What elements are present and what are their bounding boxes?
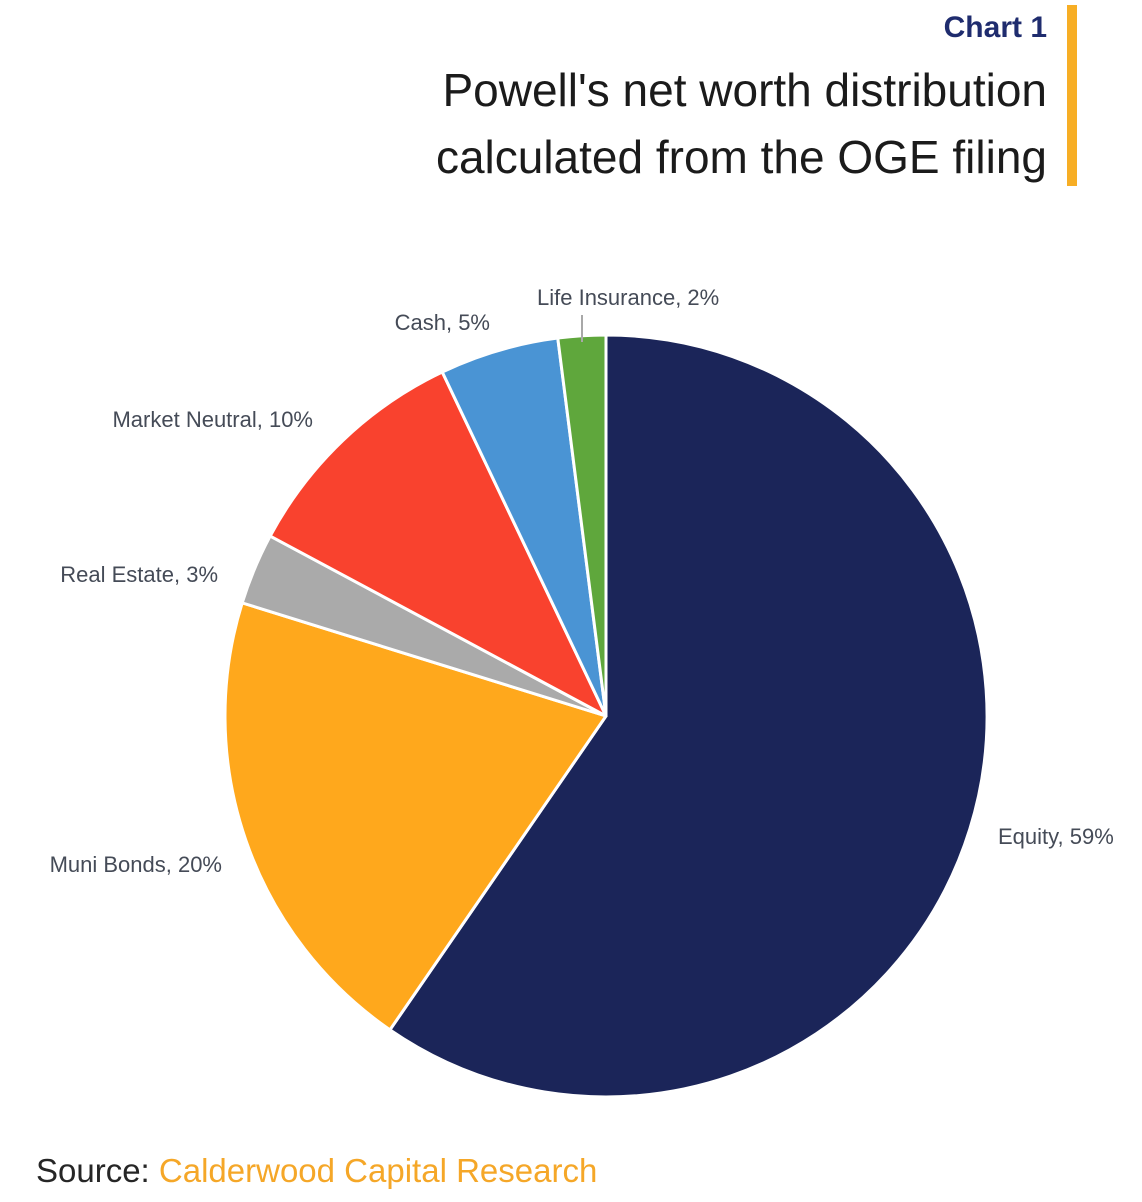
slice-label-market-neutral: Market Neutral, 10%: [112, 407, 313, 432]
slice-label-muni-bonds: Muni Bonds, 20%: [49, 852, 222, 877]
slice-label-cash: Cash, 5%: [394, 310, 490, 335]
source-name: Calderwood Capital Research: [158, 1152, 598, 1189]
source-line: Source: Calderwood Capital Research: [36, 1149, 597, 1193]
slice-label-life-insurance: Life Insurance, 2%: [537, 285, 720, 310]
accent-bar: [1067, 5, 1077, 186]
slice-label-equity: Equity, 59%: [998, 824, 1114, 849]
chart-number-tag: Chart 1: [943, 11, 1047, 44]
source-prefix: Source:: [36, 1152, 150, 1189]
chart-title: Powell's net worth distribution calculat…: [436, 57, 1047, 191]
chart-title-line1: Powell's net worth distribution: [442, 64, 1047, 116]
chart-title-line2: calculated from the OGE filing: [435, 131, 1047, 183]
pie-slice-market-neutral: [268, 370, 608, 718]
leader-line-life-insurance: [581, 315, 583, 342]
slice-label-real-estate: Real Estate, 3%: [60, 562, 218, 587]
pie-slice-equity: [388, 333, 989, 1099]
pie-slice-muni-bonds: [223, 601, 608, 1032]
